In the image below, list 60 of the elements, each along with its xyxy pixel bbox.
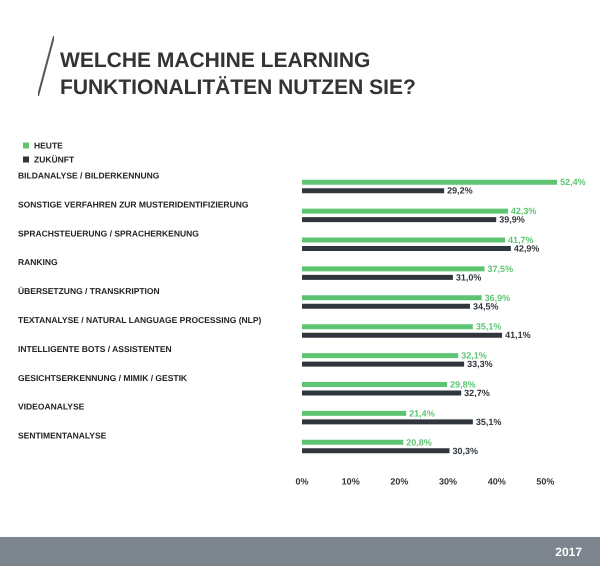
data-label: 52,4% (560, 177, 586, 188)
data-label: 32,1% (461, 350, 487, 361)
y-tick-label: BILDANALYSE / BILDERKENNUNG (18, 170, 160, 180)
data-label: 33,3% (467, 359, 493, 370)
bar (302, 217, 496, 222)
data-label: 34,5% (472, 301, 498, 312)
bar (302, 295, 482, 300)
x-tick-label: 0% (295, 476, 309, 486)
bar (302, 440, 404, 445)
y-tick-label: GESICHTSERKENNUNG / MIMIK / GESTIK (18, 372, 188, 383)
y-tick-label: INTELLIGENTE BOTS / ASSISTENTEN (18, 344, 172, 354)
footer-band: 2017 (0, 537, 600, 566)
data-label: 30,3% (452, 446, 478, 456)
data-label: 29,8% (450, 380, 476, 390)
bar (302, 180, 558, 185)
bar (302, 448, 450, 454)
bar (302, 410, 406, 416)
y-tick-label: ÜBERSETZUNG / TRANSKRIPTION (18, 286, 160, 296)
bar (302, 238, 505, 242)
data-label: 36,9% (484, 292, 510, 303)
bar (302, 382, 448, 387)
legend-label: ZUKÜNFT (34, 154, 75, 164)
bar (302, 208, 508, 214)
data-label: 35,1% (476, 416, 502, 427)
data-label: 35,1% (476, 322, 502, 332)
chart-title: WELCHE MACHINE LEARNING FUNKTIONALITÄTEN NUTZEN SIE? (60, 49, 416, 99)
bar (302, 246, 511, 251)
bar (302, 419, 473, 424)
data-label: 41,1% (505, 330, 531, 340)
y-tick-label: TEXTANALYSE / NATURAL LANGUAGE PROCESSING (NLP) (18, 314, 262, 325)
x-tick-label: 10% (342, 476, 360, 486)
data-label: 39,9% (499, 214, 525, 225)
bar (302, 274, 453, 280)
data-label: 20,8% (406, 437, 432, 448)
bar (302, 188, 444, 194)
y-tick-label: SONSTIGE VERFAHREN ZUR MUSTERIDENTIFIZIERUNG (18, 199, 249, 210)
data-label: 32,7% (464, 388, 490, 398)
y-tick-label: VIDEOANALYSE (18, 402, 85, 412)
bar (302, 304, 470, 309)
bar (302, 353, 458, 358)
data-label: 21,4% (409, 408, 435, 418)
x-tick-label: 30% (439, 476, 458, 486)
data-label: 31,0% (456, 272, 482, 282)
x-tick-label: 50% (536, 476, 554, 486)
y-tick-label: SENTIMENTANALYSE (18, 430, 107, 441)
x-tick-label: 20% (390, 476, 408, 486)
x-tick-label: 40% (488, 476, 506, 486)
bar (302, 332, 502, 338)
legend-label: HEUTE (34, 140, 64, 150)
data-label: 42,9% (514, 244, 540, 254)
bar (302, 390, 462, 396)
data-label: 41,7% (508, 235, 534, 245)
y-tick-label: SPRACHSTEUERUNG / SPRACHERKENUNG (18, 228, 200, 238)
data-label: 37,5% (488, 264, 514, 274)
data-label: 42,3% (510, 206, 536, 216)
bar (302, 266, 485, 272)
bar (302, 324, 473, 330)
bar (302, 362, 464, 367)
data-label: 29,2% (447, 186, 473, 196)
y-tick-label: RANKING (18, 257, 58, 268)
